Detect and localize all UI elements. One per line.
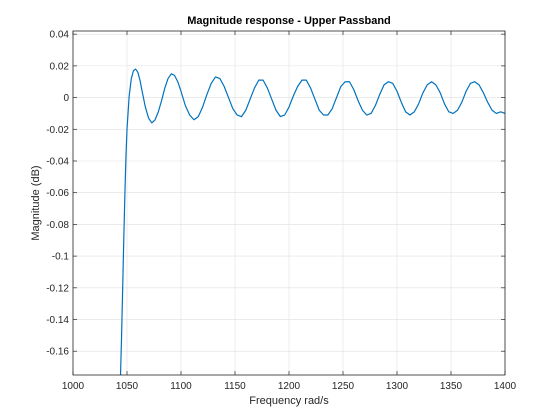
plot-lines bbox=[119, 68, 505, 375]
x-tick-label: 1300 bbox=[386, 381, 409, 392]
y-tick-label: 0 bbox=[63, 93, 69, 104]
x-tick-labels: 1000 1050 1100 1150 1200 1250 1300 1350 1400 bbox=[62, 381, 517, 392]
x-tick-label: 1100 bbox=[170, 381, 192, 392]
chart-title: Magnitude response - Upper Passband bbox=[187, 15, 391, 27]
x-tick-label: 1050 bbox=[116, 381, 139, 392]
y-tick-labels: 0.04 0.02 0 -0.02 -0.04 -0.06 -0.08 -0.1 -0.12 -0… bbox=[46, 30, 69, 358]
x-tick-label: 1000 bbox=[62, 381, 85, 392]
x-tick-label: 1200 bbox=[278, 381, 301, 392]
y-tick-label: -0.08 bbox=[46, 220, 69, 231]
y-tick-label: -0.16 bbox=[46, 347, 69, 358]
y-tick-label: -0.06 bbox=[46, 188, 69, 199]
magnitude-series-line bbox=[119, 68, 505, 375]
x-tick-label: 1350 bbox=[440, 381, 463, 392]
x-tick-label: 1250 bbox=[332, 381, 355, 392]
y-tick-label: -0.04 bbox=[46, 156, 69, 167]
x-tick-label: 1150 bbox=[224, 381, 246, 392]
y-tick-label: 0.02 bbox=[50, 61, 70, 72]
y-tick-label: -0.14 bbox=[46, 315, 69, 326]
grid-lines bbox=[72, 31, 506, 375]
y-tick-label: 0.04 bbox=[50, 30, 70, 41]
y-tick-label: -0.12 bbox=[46, 283, 69, 294]
x-tick-label: 1400 bbox=[494, 381, 517, 392]
y-axis-label: Magnitude (dB) bbox=[30, 165, 42, 240]
x-axis-label: Frequency rad/s bbox=[249, 395, 329, 407]
tick-marks bbox=[72, 31, 506, 375]
y-tick-label: -0.1 bbox=[52, 252, 70, 263]
y-tick-label: -0.02 bbox=[46, 125, 69, 136]
